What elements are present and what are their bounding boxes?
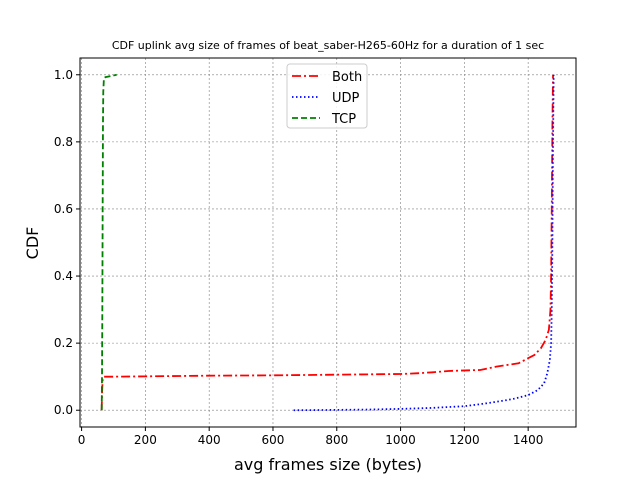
y-tick-label: 0.6 — [54, 202, 73, 216]
x-axis-label: avg frames size (bytes) — [234, 455, 422, 474]
x-tick-label: 0 — [78, 433, 86, 447]
series-line-both — [100, 74, 554, 411]
x-tick-label: 200 — [134, 433, 157, 447]
x-tick-label: 600 — [262, 433, 285, 447]
series-line-tcp — [100, 73, 117, 411]
x-tick-label: 400 — [198, 433, 221, 447]
legend-label-tcp: TCP — [331, 112, 356, 127]
ticks: 0 200 400 600 800 1000 1200 1400 0.0 0.2 0.4 0.6 0.8… — [54, 68, 544, 447]
x-tick-label: 800 — [325, 433, 348, 447]
plot-frame — [79, 57, 577, 428]
series-layer — [100, 73, 555, 412]
legend-label-both: Both — [332, 70, 362, 85]
x-tick-label: 1000 — [385, 433, 416, 447]
x-tick-label: 1200 — [449, 433, 480, 447]
y-tick-label: 0.8 — [54, 135, 73, 149]
legend: Both UDP TCP — [286, 63, 368, 129]
y-tick-label: 0.2 — [54, 336, 73, 350]
legend-box — [286, 63, 368, 129]
y-axis-label: CDF — [23, 227, 42, 260]
chart-title: CDF uplink avg size of frames of beat_sa… — [112, 39, 544, 52]
x-tick-label: 1400 — [513, 433, 544, 447]
y-tick-label: 1.0 — [54, 68, 73, 82]
y-tick-label: 0.4 — [54, 269, 73, 283]
y-tick-label: 0.0 — [54, 403, 73, 417]
legend-label-udp: UDP — [332, 91, 360, 106]
